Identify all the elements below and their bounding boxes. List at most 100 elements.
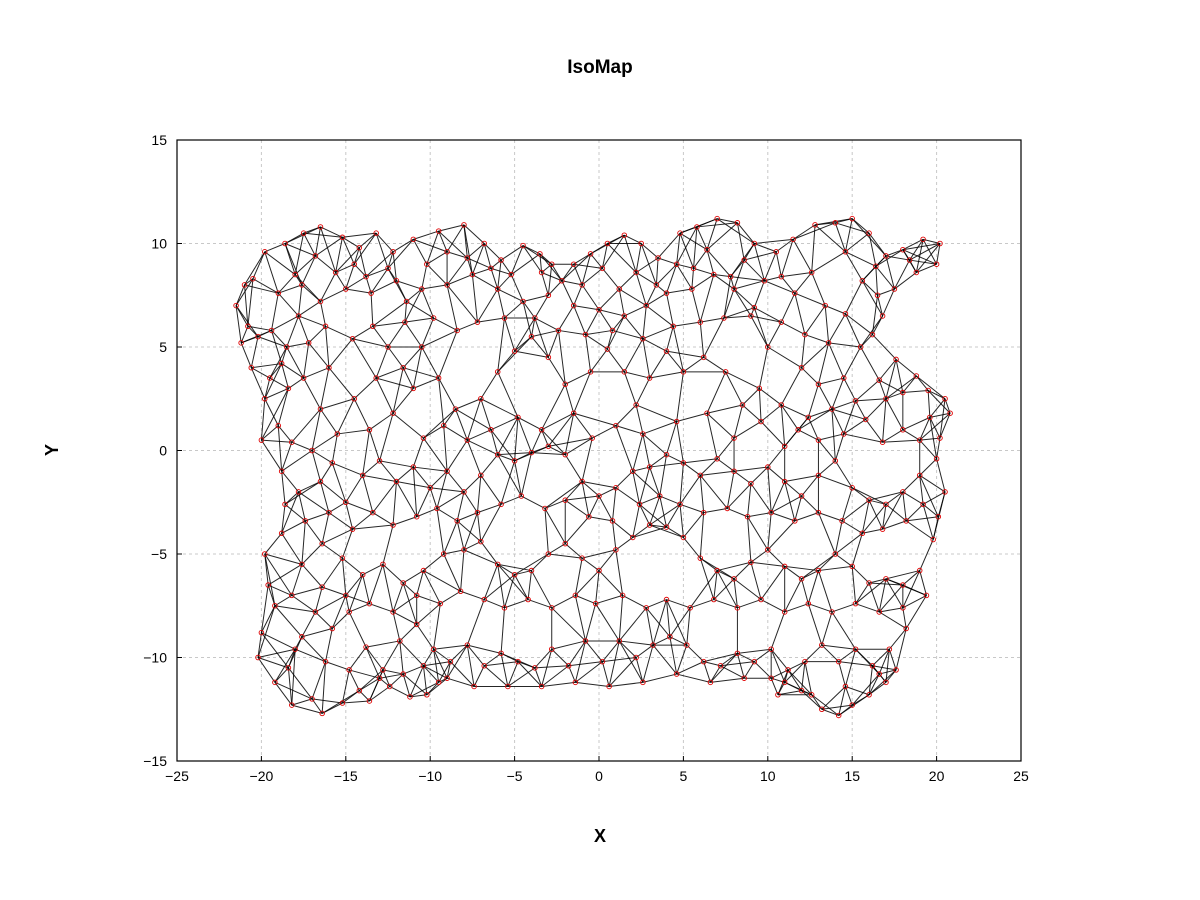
- data-point: [798, 493, 805, 499]
- graph-edge: [865, 419, 883, 443]
- data-point: [478, 396, 484, 402]
- data-point: [802, 658, 808, 665]
- graph-edge: [303, 367, 330, 379]
- graph-edge: [466, 644, 475, 687]
- graph-edge: [726, 483, 752, 509]
- data-point: [501, 605, 508, 611]
- graph-edge: [264, 532, 283, 555]
- graph-edge: [348, 646, 367, 671]
- data-point: [312, 253, 319, 259]
- data-point: [305, 340, 312, 346]
- graph-edge: [784, 474, 819, 483]
- graph-edge: [770, 649, 786, 683]
- graph-edge: [706, 249, 715, 275]
- data-point: [768, 675, 774, 681]
- data-point: [572, 592, 579, 599]
- graph-edge: [342, 557, 363, 576]
- graph-edge: [635, 377, 651, 406]
- graph-edge: [932, 516, 939, 540]
- data-point: [879, 439, 886, 445]
- graph-edge: [624, 305, 647, 317]
- data-point: [435, 679, 442, 686]
- graph-edge: [888, 649, 897, 671]
- graph-edge: [939, 398, 946, 439]
- graph-edge: [915, 239, 924, 273]
- graph-edge: [895, 359, 917, 377]
- graph-edge: [642, 305, 647, 339]
- graph-edge: [267, 584, 276, 606]
- graph-edge: [547, 357, 566, 385]
- graph-edge: [271, 293, 279, 331]
- graph-edge: [403, 367, 439, 379]
- data-point: [891, 286, 898, 292]
- graph-edge: [281, 346, 288, 364]
- graph-edge: [716, 437, 735, 460]
- graph-edge: [615, 404, 637, 427]
- graph-edge: [438, 330, 458, 379]
- data-point: [272, 603, 278, 609]
- graph-edge: [879, 669, 897, 675]
- graph-edge: [352, 524, 394, 530]
- graph-edge: [315, 611, 333, 629]
- graph-edge: [743, 661, 755, 679]
- y-tick-label: −5: [151, 546, 167, 562]
- graph-edge: [737, 599, 762, 609]
- graph-edge: [706, 404, 743, 414]
- data-point: [302, 518, 309, 524]
- graph-edge: [639, 466, 651, 505]
- graph-edge: [561, 280, 583, 286]
- graph-edge: [686, 644, 705, 662]
- graph-edge: [353, 247, 360, 265]
- graph-edge: [359, 677, 380, 692]
- graph-edge: [250, 336, 259, 368]
- data-point: [359, 571, 366, 578]
- graph-edge: [244, 278, 254, 286]
- data-point: [734, 220, 741, 226]
- graph-edge: [831, 603, 856, 613]
- graph-edge: [490, 429, 499, 455]
- data-point: [319, 710, 325, 717]
- data-point: [424, 261, 430, 267]
- graph-edge: [882, 520, 907, 530]
- graph-edge: [281, 533, 303, 565]
- data-point: [322, 658, 329, 665]
- graph-edge: [438, 224, 465, 232]
- data-point: [562, 540, 568, 547]
- graph-edge: [483, 574, 515, 600]
- data-point: [724, 505, 731, 512]
- data-point: [832, 551, 839, 557]
- data-point: [481, 240, 487, 247]
- graph-edge: [423, 408, 456, 439]
- graph-edge: [831, 611, 856, 650]
- data-point: [505, 683, 511, 690]
- graph-edge: [821, 704, 853, 710]
- graph-edge: [321, 557, 343, 588]
- graph-edge: [480, 398, 519, 418]
- data-point: [657, 493, 663, 499]
- graph-edge: [573, 305, 586, 335]
- graph-edge: [402, 673, 428, 696]
- graph-edge: [480, 371, 499, 400]
- graph-edge: [750, 466, 769, 484]
- graph-edge: [733, 404, 743, 439]
- data-point: [714, 456, 720, 462]
- graph-edge: [909, 243, 941, 261]
- graph-edge: [315, 236, 343, 257]
- graph-edge: [298, 491, 306, 521]
- data-point: [616, 638, 623, 644]
- graph-edge: [342, 236, 360, 249]
- graph-edge: [325, 628, 333, 662]
- data-point: [268, 327, 275, 334]
- data-point: [609, 327, 616, 334]
- graph-edge: [325, 661, 350, 671]
- graph-edge: [514, 336, 532, 352]
- graph-edge: [659, 454, 668, 497]
- graph-edge: [919, 458, 937, 476]
- graph-edge: [844, 649, 857, 687]
- graph-edge: [868, 578, 887, 584]
- graph-edge: [335, 247, 360, 273]
- data-point: [930, 536, 936, 543]
- data-point: [768, 646, 774, 652]
- graph-edge: [345, 574, 364, 596]
- graph-edge: [274, 594, 293, 607]
